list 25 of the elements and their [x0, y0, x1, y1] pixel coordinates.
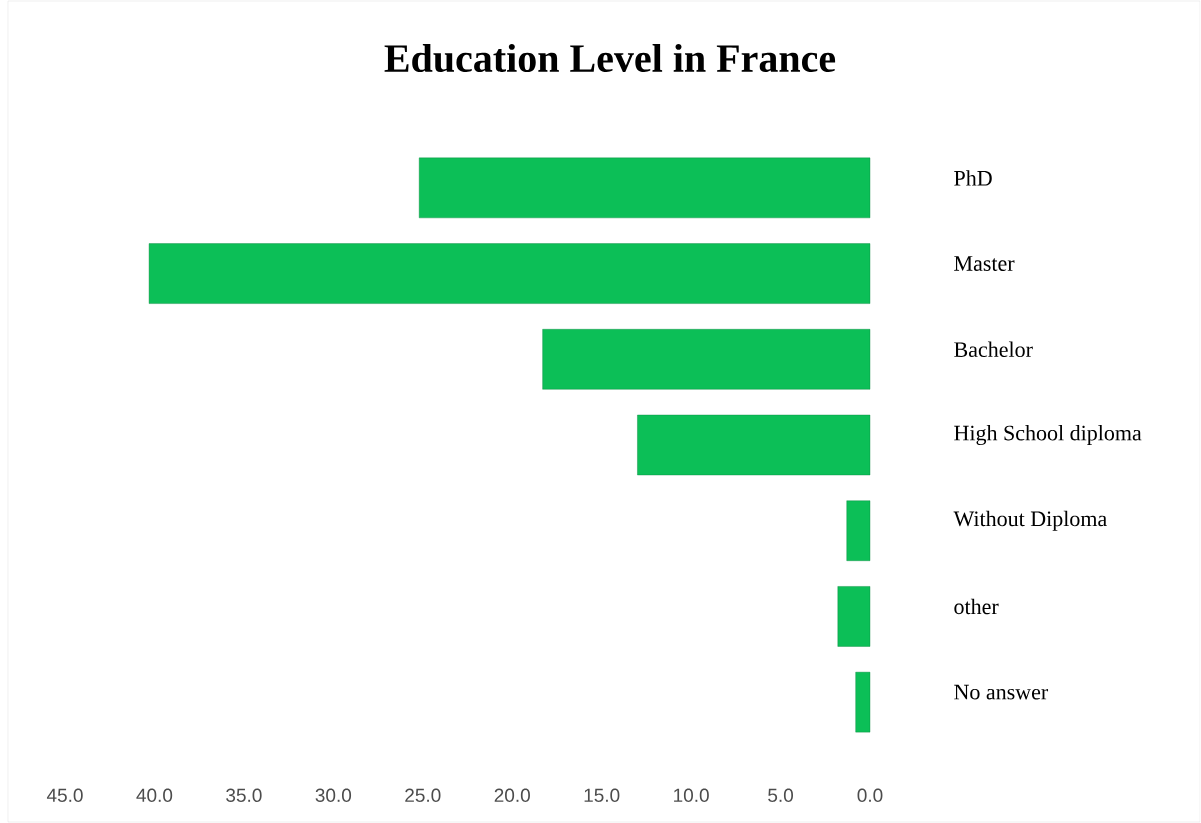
y-tick-label: High School diploma	[954, 425, 1142, 446]
bar	[855, 671, 871, 733]
y-tick-label: PhD	[954, 170, 992, 186]
x-tick-label: 45.0	[46, 788, 83, 802]
chart-title: Education Level in France	[384, 43, 836, 73]
y-tick-label: Without Diploma	[953, 510, 1107, 531]
x-tick-label: 25.0	[405, 788, 441, 802]
bar	[846, 500, 871, 561]
y-tick-label: No answer	[954, 684, 1049, 700]
y-tick-label: other	[954, 598, 999, 615]
x-tick-label: 40.0	[136, 788, 173, 802]
x-tick-label: 35.0	[226, 788, 262, 802]
bar	[542, 329, 871, 390]
bar	[637, 414, 871, 476]
bar	[418, 157, 871, 219]
x-tick-label: 20.0	[494, 788, 530, 802]
bar	[837, 586, 871, 647]
x-tick-label: 15.0	[584, 788, 620, 802]
x-tick-label: 10.0	[674, 788, 709, 802]
x-tick-label: 5.0	[768, 788, 794, 802]
x-tick-label: 0.0	[857, 788, 883, 802]
bar	[148, 243, 871, 304]
y-tick-label: Bachelor	[954, 341, 1033, 358]
x-tick-label: 30.0	[315, 788, 352, 802]
y-tick-label: Master	[954, 256, 1015, 271]
